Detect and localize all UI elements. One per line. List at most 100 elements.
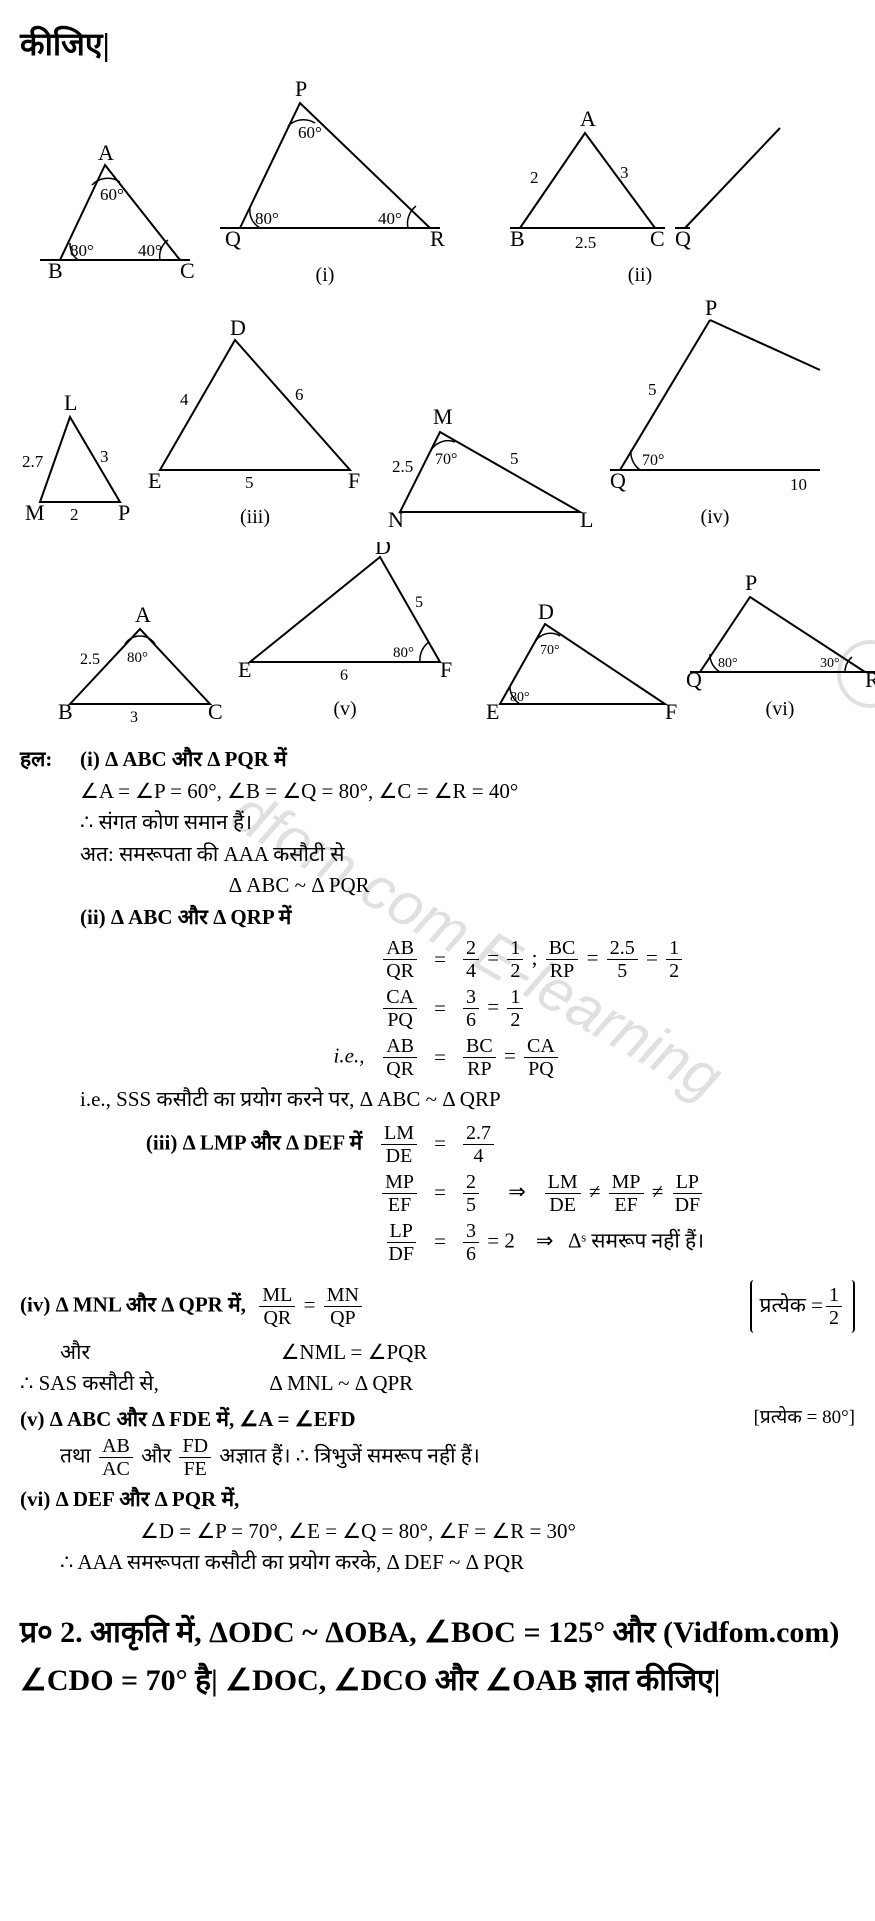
label: R: [865, 667, 875, 692]
frac-den: 2: [666, 960, 682, 982]
label: L: [580, 507, 593, 532]
label: 60°: [100, 185, 124, 204]
note: [प्रत्येक = 80°]: [754, 1404, 855, 1433]
triangle-def-3: D E F 70° 80°: [480, 604, 680, 724]
text: तथा: [60, 1443, 96, 1467]
label: 5: [415, 594, 423, 611]
text-line: i.e., SSS कसौटी का प्रयोग करने पर, Δ ABC…: [80, 1084, 855, 1116]
figure-row-3: A B C 2.5 80° 3 D E F 5 80° 6 (v) D E F: [50, 542, 855, 724]
frac-den: RP: [464, 1058, 494, 1080]
frac-num: BC: [463, 1035, 496, 1058]
note-label: प्रत्येक =: [760, 1290, 823, 1322]
frac-num: CA: [524, 1035, 558, 1058]
label: D: [230, 320, 246, 340]
fig-label: (vi): [766, 694, 795, 724]
frac-num: CA: [383, 986, 417, 1009]
fig-label: (iii): [240, 502, 270, 532]
text-line: ∴ AAA समरूपता कसौटी का प्रयोग करके, Δ DE…: [60, 1547, 855, 1579]
fig-label: (iv): [701, 502, 730, 532]
triangle-pq: P Q 5 70° 10: [600, 300, 830, 500]
fig-label: (i): [316, 260, 335, 290]
frac-num: 2.5: [607, 937, 638, 960]
text-line: अज्ञात हैं। ∴ त्रिभुजें समरूप नहीं हैं।: [219, 1443, 480, 1467]
eq: = 2: [487, 1228, 515, 1252]
frac-num: AB: [383, 937, 417, 960]
text-line: ∠A = ∠P = 60°, ∠B = ∠Q = 80°, ∠C = ∠R = …: [80, 776, 518, 808]
frac-den: 6: [463, 1243, 479, 1265]
label: M: [25, 500, 45, 525]
label: C: [180, 258, 195, 283]
label: 2.5: [80, 651, 100, 668]
label: 6: [295, 385, 304, 404]
frac-den: DE: [546, 1194, 579, 1216]
ie-label: i.e.,: [334, 1043, 365, 1067]
label: F: [348, 468, 360, 493]
fig-label: (v): [333, 694, 356, 724]
label: Q: [610, 468, 626, 493]
text: और: [60, 1340, 90, 1364]
frac-den: 5: [463, 1194, 479, 1216]
frac-num: 2: [463, 1171, 479, 1194]
arrow: ⇒: [536, 1228, 554, 1252]
label: 3: [100, 447, 109, 466]
label: P: [745, 572, 757, 595]
question-2: प्र० 2. आकृति में, ΔODC ~ ΔOBA, ∠BOC = 1…: [20, 1609, 855, 1705]
frac-den: 2: [507, 960, 523, 982]
text-line: Δ ABC ~ Δ PQR: [80, 870, 518, 902]
label: 70°: [642, 452, 664, 469]
frac-den: PQ: [525, 1058, 557, 1080]
frac-num: 3: [463, 1220, 479, 1243]
label: 80°: [510, 690, 530, 705]
label: 40°: [138, 241, 162, 260]
part-title: (i) Δ ABC और Δ PQR में: [80, 747, 287, 771]
label: 4: [180, 390, 189, 409]
frac-den: FE: [181, 1458, 210, 1480]
frac-den: QP: [327, 1307, 359, 1329]
frac-num: AB: [99, 1435, 133, 1458]
label: 2.7: [22, 452, 44, 471]
label: 5: [245, 473, 254, 492]
frac-den: 2: [826, 1307, 842, 1329]
label: Q: [686, 667, 702, 692]
label: 2.5: [392, 457, 413, 476]
triangle-abc-2: A B C Q 2 3 2.5: [490, 98, 790, 258]
frac-num: MP: [382, 1171, 417, 1194]
frac-num: 1: [826, 1284, 842, 1307]
label: C: [650, 226, 665, 251]
part-title: (vi) Δ DEF और Δ PQR में,: [20, 1487, 239, 1511]
frac-den: RP: [547, 960, 577, 982]
label: 5: [648, 380, 657, 399]
label: R: [430, 226, 445, 251]
label: 80°: [127, 650, 148, 666]
frac-num: LP: [387, 1220, 416, 1243]
label: 80°: [393, 645, 414, 661]
label: E: [238, 657, 251, 682]
frac-den: DF: [385, 1243, 417, 1265]
label: 40°: [378, 209, 402, 228]
bracket-note: प्रत्येक = 12: [750, 1280, 855, 1333]
frac-num: 2: [463, 937, 479, 960]
frac-num: 2.7: [463, 1122, 494, 1145]
label: 80°: [255, 209, 279, 228]
label: P: [295, 78, 307, 101]
label: 2: [70, 505, 79, 524]
frac-den: QR: [383, 1058, 417, 1080]
frac-den: QR: [383, 960, 417, 982]
label: P: [705, 300, 717, 320]
label: E: [486, 699, 499, 724]
part-title: (ii) Δ ABC और Δ QRP में: [80, 905, 291, 929]
label: A: [98, 140, 114, 165]
hal-label: हल:: [20, 744, 80, 776]
label: 6: [340, 667, 348, 684]
text: और: [141, 1443, 176, 1467]
frac-num: 1: [507, 986, 523, 1009]
text-line: ∴ संगत कोण समान हैं।: [80, 807, 518, 839]
label: 10: [790, 475, 807, 494]
frac-den: AC: [99, 1458, 133, 1480]
triangle-abc-1: A B C 60° 80° 40°: [30, 130, 200, 290]
label: B: [510, 226, 525, 251]
label: L: [64, 390, 77, 415]
frac-num: 3: [463, 986, 479, 1009]
frac-den: 2: [507, 1009, 523, 1031]
label: Q: [225, 226, 241, 251]
